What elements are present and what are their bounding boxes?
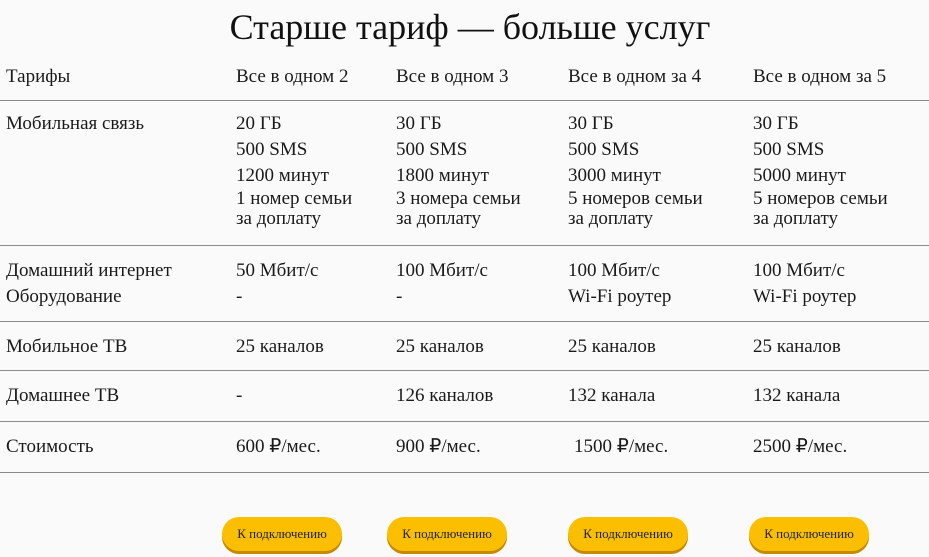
price: 1500 ₽/мес. <box>574 436 669 457</box>
row-label: Домашнее ТВ <box>6 385 120 406</box>
minutes: 3000 минут <box>568 165 661 186</box>
mobile-tv-row: Мобильное ТВ 25 каналов 25 каналов 25 ка… <box>0 322 929 371</box>
cell: 132 канала <box>753 385 841 406</box>
price: 600 ₽/мес. <box>236 436 321 457</box>
row-label: Домашний интернет Оборудование <box>6 258 172 310</box>
speed: 100 Мбит/с <box>396 260 488 281</box>
family-note: за доплату <box>236 208 321 229</box>
cell: 25 каналов <box>568 336 656 357</box>
mobile-cell: 30 ГБ 500 SMS 1800 минут 3 номера семьи за д… <box>396 111 521 229</box>
sms: 500 SMS <box>568 139 640 160</box>
price-row: Стоимость 600 ₽/мес. 900 ₽/мес. 1500 ₽/м… <box>0 422 929 473</box>
price: 2500 ₽/мес. <box>753 436 848 457</box>
gb: 30 ГБ <box>753 113 799 134</box>
equipment: Wi-Fi роутер <box>753 286 857 307</box>
sms: 500 SMS <box>396 139 468 160</box>
connect-button-plan-4[interactable]: К подключению <box>568 517 688 551</box>
row-label: Стоимость <box>6 436 94 457</box>
mobile-cell: 30 ГБ 500 SMS 3000 минут 5 номеров семьи за … <box>568 111 703 229</box>
plan-name: Все в одном за 4 <box>568 66 702 87</box>
family: 5 номеров семьи <box>568 188 703 209</box>
internet-label: Домашний интернет <box>6 260 172 281</box>
cell: 25 каналов <box>396 336 484 357</box>
cell: - <box>236 385 243 406</box>
minutes: 1800 минут <box>396 165 489 186</box>
mobile-cell: 20 ГБ 500 SMS 1200 минут 1 номер семьи за до… <box>236 111 352 229</box>
equipment-label: Оборудование <box>6 286 122 307</box>
internet-cell: 100 Мбит/с - <box>396 258 488 310</box>
price: 900 ₽/мес. <box>396 436 481 457</box>
connect-button-plan-2[interactable]: К подключению <box>222 517 342 551</box>
row-label: Мобильная связь <box>6 113 145 134</box>
plan-name: Все в одном 2 <box>236 66 349 87</box>
internet-cell: 100 Мбит/с Wi-Fi роутер <box>753 258 856 310</box>
internet-cell: 100 Мбит/с Wi-Fi роутер <box>568 258 671 310</box>
equipment: Wi-Fi роутер <box>568 286 672 307</box>
page-title: Старше тариф — больше услуг <box>229 7 711 47</box>
gb: 20 ГБ <box>236 113 282 134</box>
sms: 500 SMS <box>753 139 825 160</box>
gb: 30 ГБ <box>568 113 614 134</box>
row-label: Мобильное ТВ <box>6 336 128 357</box>
family-note: за доплату <box>753 208 838 229</box>
mobile-cell: 30 ГБ 500 SMS 5000 минут 5 номеров семьи за … <box>753 111 888 229</box>
cell: 25 каналов <box>753 336 841 357</box>
connect-button-plan-3[interactable]: К подключению <box>387 517 507 551</box>
cell: 25 каналов <box>236 336 324 357</box>
equipment: - <box>236 286 243 307</box>
header-label: Тарифы <box>6 66 71 87</box>
equipment: - <box>396 286 403 307</box>
family: 3 номера семьи <box>396 188 521 209</box>
minutes: 1200 минут <box>236 165 329 186</box>
internet-row: Домашний интернет Оборудование 50 Мбит/с -… <box>0 246 929 322</box>
family-note: за доплату <box>396 208 481 229</box>
mobile-row: Мобильная связь 20 ГБ 500 SMS 1200 минут 1 … <box>0 101 929 246</box>
gb: 30 ГБ <box>396 113 442 134</box>
family: 1 номер семьи <box>236 188 353 209</box>
header-row: Тарифы Все в одном 2 Все в одном 3 Все в… <box>0 60 929 101</box>
plan-name: Все в одном за 5 <box>753 66 887 87</box>
speed: 100 Мбит/с <box>753 260 845 281</box>
home-tv-row: Домашнее ТВ - 126 каналов 132 канала 132… <box>0 371 929 422</box>
family: 5 номеров семьи <box>753 188 888 209</box>
minutes: 5000 минут <box>753 165 846 186</box>
speed: 100 Мбит/с <box>568 260 660 281</box>
cell: 126 каналов <box>396 385 494 406</box>
internet-cell: 50 Мбит/с - <box>236 258 319 310</box>
sms: 500 SMS <box>236 139 308 160</box>
plan-name: Все в одном 3 <box>396 66 509 87</box>
speed: 50 Мбит/с <box>236 260 319 281</box>
family-note: за доплату <box>568 208 653 229</box>
cell: 132 канала <box>568 385 656 406</box>
connect-button-plan-5[interactable]: К подключению <box>749 517 869 551</box>
